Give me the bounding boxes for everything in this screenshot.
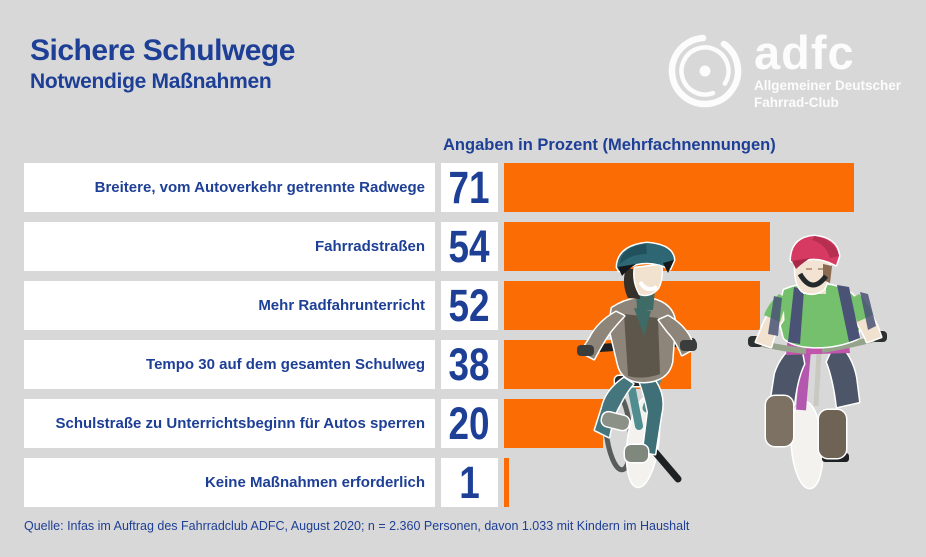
adfc-logo-text: adfc Allgemeiner Deutscher Fahrrad-Club (754, 26, 902, 110)
bar (504, 458, 509, 507)
value-label: 1 (441, 458, 498, 507)
bar-row: Schulstraße zu Unterrichtsbeginn für Aut… (0, 399, 926, 448)
category-label: Tempo 30 auf dem gesamten Schulweg (24, 340, 435, 389)
adfc-wheel-icon (668, 34, 742, 108)
category-label: Keine Maßnahmen erforderlich (24, 458, 435, 507)
value-label: 71 (441, 163, 498, 212)
source-note: Quelle: Infas im Auftrag des Fahrradclub… (24, 519, 690, 533)
cyclist-left-child (577, 241, 697, 489)
adfc-tagline-line1: Allgemeiner Deutscher (754, 78, 902, 93)
bar-row: Mehr Radfahrunterricht 52 (0, 281, 926, 330)
category-label: Fahrradstraßen (24, 222, 435, 271)
category-label: Schulstraße zu Unterrichtsbeginn für Aut… (24, 399, 435, 448)
bar (504, 399, 603, 448)
value-label: 52 (441, 281, 498, 330)
bar-row: Keine Maßnahmen erforderlich 1 (0, 458, 926, 507)
category-label: Breitere, vom Autoverkehr getrennte Radw… (24, 163, 435, 212)
value-label: 54 (441, 222, 498, 271)
bar-row: Tempo 30 auf dem gesamten Schulweg 38 (0, 340, 926, 389)
children-cycling-illustration (577, 234, 887, 490)
value-label: 20 (441, 399, 498, 448)
bar-rows: Breitere, vom Autoverkehr getrennte Radw… (0, 163, 926, 517)
adfc-tagline-line2: Fahrrad-Club (754, 95, 839, 110)
axis-note: Angaben in Prozent (Mehrfachnennungen) (443, 136, 776, 154)
adfc-wordmark: adfc (754, 26, 855, 79)
bar (504, 163, 854, 212)
bar-row: Breitere, vom Autoverkehr getrennte Radw… (0, 163, 926, 212)
cyclist-right-child (748, 234, 887, 490)
page-subtitle: Notwendige Maßnahmen (30, 70, 272, 93)
adfc-logo: adfc Allgemeiner Deutscher Fahrrad-Club (664, 26, 902, 112)
category-label: Mehr Radfahrunterricht (24, 281, 435, 330)
page-title: Sichere Schulwege (30, 34, 295, 67)
value-label: 38 (441, 340, 498, 389)
